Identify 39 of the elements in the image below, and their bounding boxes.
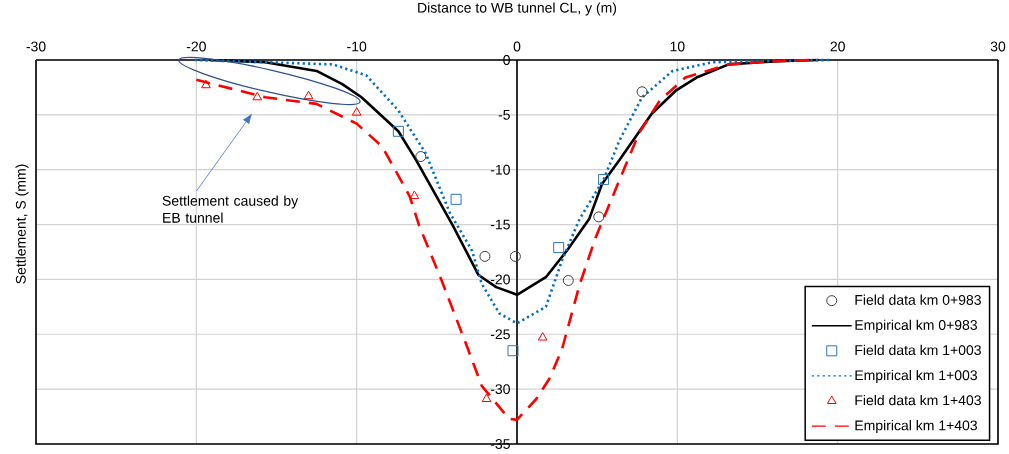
point [252,91,263,101]
x-tick-label: 0 [513,41,521,52]
annotation: Settlement caused by EB tunnel [162,195,299,223]
point [636,86,648,98]
y-tick-label: -5 [498,109,510,120]
y-tick-label: -25 [490,329,510,340]
x-tick-label: -10 [347,41,367,52]
point [562,275,574,287]
y-axis-title: Settlement, S (mm) [15,164,29,284]
x-tick-label: 10 [670,41,685,52]
point [201,79,211,89]
point [415,151,427,163]
point [351,107,362,116]
legend-label: Field data km 0+983 [855,294,981,305]
point [450,193,462,205]
point [509,250,521,262]
legend-label: Field data km 1+003 [855,344,981,356]
point [598,174,610,186]
x-axis-title: Distance to WB tunnel CL, y (m) [418,2,617,16]
y-tick-label: -30 [490,384,510,395]
y-tick-label: -20 [490,274,510,285]
point [481,393,492,402]
legend-label: Empirical km 1+003 [855,369,977,383]
x-tick-label: -20 [186,41,206,52]
legend-label: Field data km 1+403 [855,394,981,406]
point [507,345,519,357]
x-tick-label: 30 [990,41,1006,52]
point [553,242,565,254]
point [479,250,491,262]
legend-label: Empirical km 0+983 [855,319,977,333]
point [537,332,548,341]
legend-label: Empirical km 1+403 [855,420,977,434]
y-tick-label: -15 [490,219,510,230]
y-tick-label: -10 [490,164,510,175]
point [593,211,605,223]
x-tick-label: 20 [830,41,845,52]
point [392,125,404,137]
x-tick-label: -30 [26,41,46,52]
point [303,90,314,100]
